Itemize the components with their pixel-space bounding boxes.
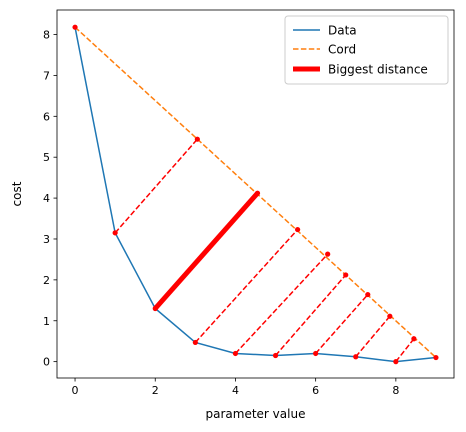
distance-end-point <box>365 291 371 298</box>
x-axis-label: parameter value <box>206 407 306 421</box>
distance-end-point <box>194 136 200 142</box>
y-tick-label: 0 <box>43 356 50 369</box>
distance-end-point <box>387 313 393 319</box>
x-tick-label: 6 <box>312 384 319 397</box>
distance-end-point <box>411 336 417 342</box>
x-tick-label: 4 <box>232 384 239 397</box>
distance-start-point <box>393 359 399 365</box>
y-tick-label: 6 <box>43 110 50 123</box>
data-series-line <box>74 27 437 363</box>
distance-end-point <box>295 226 301 233</box>
distance-segment <box>315 294 369 354</box>
distance-segment <box>114 138 198 234</box>
distance-segment <box>355 315 391 358</box>
y-tick-label: 1 <box>43 315 50 328</box>
biggest-distance-segment <box>153 191 260 311</box>
legend-label-biggest-distance: Biggest distance <box>328 63 428 77</box>
axes: 0 2 4 6 8 0 1 2 3 4 5 6 7 8 <box>43 9 455 397</box>
y-tick-label: 8 <box>43 29 50 42</box>
distance-start-point <box>313 350 319 357</box>
cord-start-point <box>72 24 78 30</box>
distance-end-point <box>254 190 261 196</box>
distance-segment <box>395 338 415 363</box>
x-tick-label: 0 <box>72 384 79 397</box>
x-tick-label: 2 <box>152 384 159 397</box>
distance-start-point <box>232 350 239 357</box>
distance-start-point <box>112 230 118 236</box>
legend-box <box>284 15 449 85</box>
y-axis-label: cost <box>10 181 24 206</box>
y-tick-label: 2 <box>43 274 50 287</box>
y-tick-label: 5 <box>43 151 50 164</box>
cord-line <box>74 26 437 359</box>
distance-end-point <box>325 251 331 257</box>
plot-area <box>72 24 439 365</box>
distance-segment <box>234 253 329 354</box>
distance-segment <box>274 274 347 357</box>
legend-label-cord: Cord <box>328 43 356 57</box>
distance-segment <box>194 229 299 343</box>
plot-frame <box>56 9 455 379</box>
distance-start-point <box>272 352 279 359</box>
distance-start-point <box>152 305 158 312</box>
distance-start-point <box>353 354 359 360</box>
y-tick-label: 4 <box>43 192 50 205</box>
y-tick-label: 7 <box>43 69 50 82</box>
distance-end-point <box>343 272 349 278</box>
distance-start-point <box>192 339 198 346</box>
y-tick-label: 3 <box>43 233 50 246</box>
x-tick-label: 8 <box>392 384 399 397</box>
cord-end-point <box>433 354 439 361</box>
legend-label-data: Data <box>328 24 357 38</box>
legend: Data Cord Biggest distance <box>284 15 449 85</box>
